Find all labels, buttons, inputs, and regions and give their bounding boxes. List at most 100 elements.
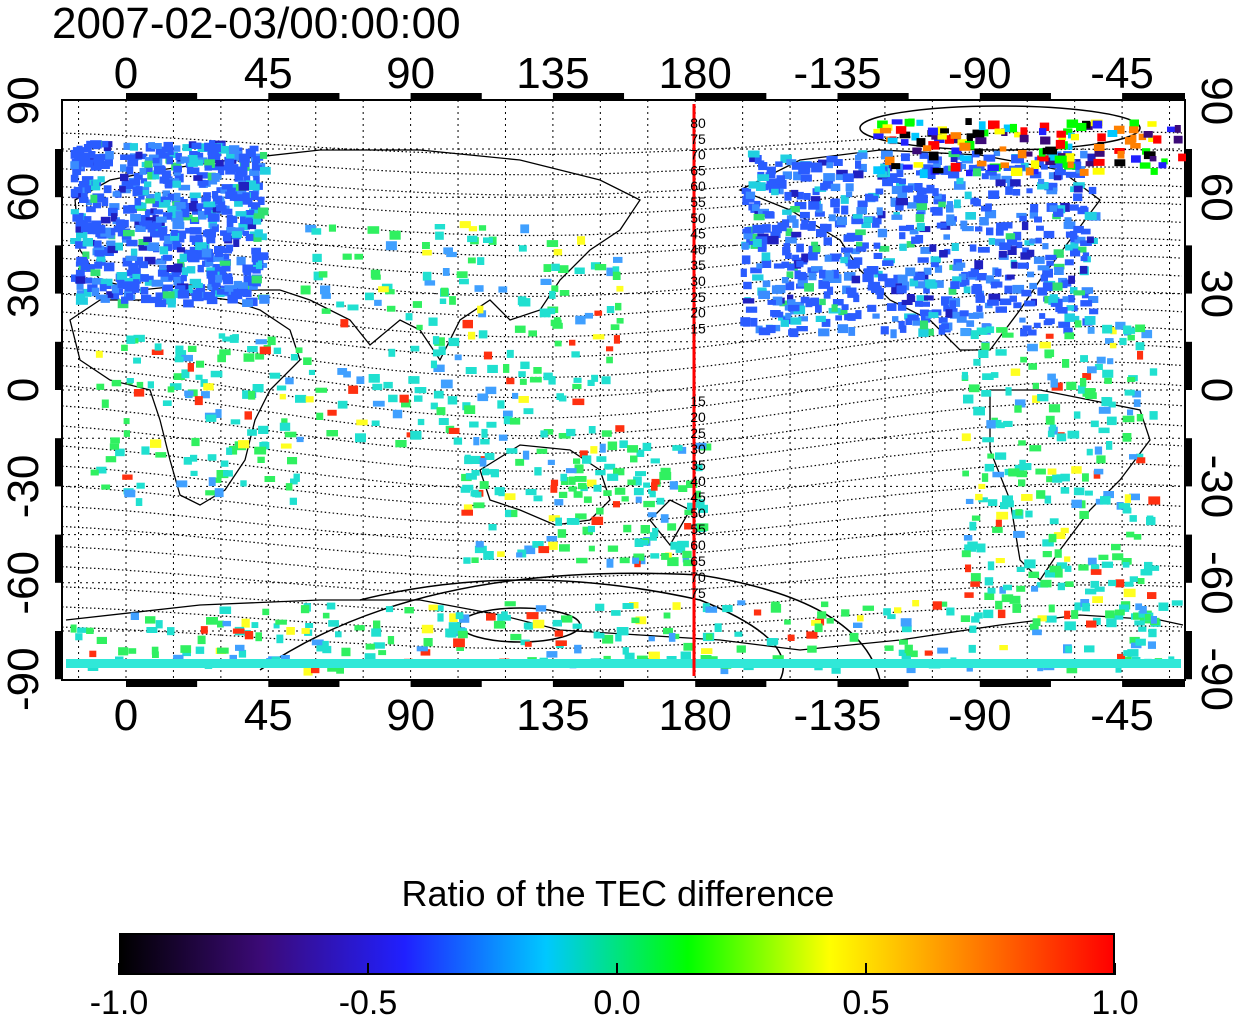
tec-cell — [72, 212, 84, 222]
tec-cell — [116, 272, 128, 280]
tec-cell — [211, 145, 219, 154]
tec-cell — [546, 536, 558, 542]
tec-cell — [796, 260, 804, 268]
tec-cell — [155, 292, 165, 299]
tec-cell — [103, 185, 112, 194]
tec-cell — [195, 242, 207, 250]
tec-cell — [1171, 600, 1183, 606]
tec-cell — [891, 119, 903, 125]
tec-cell — [989, 173, 1001, 180]
tec-cell — [952, 276, 962, 283]
tec-cell — [962, 470, 969, 477]
tec-cell — [1014, 405, 1022, 413]
tec-cell — [296, 436, 304, 443]
tec-cell — [516, 552, 523, 558]
tec-cell — [1054, 267, 1064, 275]
tec-cell — [262, 608, 270, 616]
tec-cell — [187, 253, 200, 263]
tec-cell — [91, 220, 102, 229]
tec-cell — [180, 156, 190, 163]
tec-cell — [767, 235, 779, 245]
tec-cell — [423, 638, 433, 647]
tec-cell — [1001, 594, 1014, 603]
tec-cell — [305, 224, 316, 233]
tec-cell — [311, 228, 322, 235]
tec-cell — [1080, 378, 1087, 387]
tec-cell — [1130, 143, 1141, 149]
contour-label: 15 — [690, 393, 706, 409]
tec-cell — [546, 240, 559, 247]
tec-cell — [1012, 189, 1021, 196]
tec-cell — [479, 481, 489, 489]
tec-cell — [574, 267, 585, 274]
tec-cell — [354, 625, 365, 631]
tec-cell — [811, 241, 819, 248]
tec-cell — [575, 315, 586, 325]
tec-cell — [1137, 350, 1144, 360]
tec-cell — [1092, 617, 1101, 625]
tec-cell — [454, 354, 462, 361]
tec-cell — [954, 199, 961, 209]
tec-cell — [526, 612, 539, 620]
tec-cell — [258, 252, 269, 261]
tec-cell — [1053, 249, 1064, 258]
tec-cell — [241, 618, 250, 628]
tec-cell — [1017, 149, 1027, 159]
tec-cell — [573, 377, 582, 383]
tec-cell — [229, 334, 239, 343]
tec-cell — [1058, 321, 1071, 328]
tec-cell — [591, 374, 599, 382]
tec-cell — [1073, 290, 1085, 296]
tec-cell — [243, 353, 255, 362]
tec-cell — [1042, 147, 1054, 155]
tec-cell — [847, 313, 856, 321]
tec-cell — [1080, 265, 1088, 274]
tec-cell — [79, 158, 91, 167]
tec-cell — [602, 634, 614, 644]
contour-label: 40 — [690, 473, 706, 489]
tec-cell — [1049, 518, 1059, 525]
tec-cell — [132, 273, 143, 282]
tec-cell — [746, 237, 755, 245]
tec-cell — [887, 157, 894, 163]
tec-cell — [175, 152, 182, 161]
tec-cell — [594, 264, 607, 271]
tec-cell — [572, 623, 582, 629]
tec-cell — [1009, 123, 1017, 133]
tec-cell — [1060, 527, 1069, 534]
tec-cell — [993, 150, 1001, 157]
tec-cell — [986, 227, 994, 236]
tec-cell — [84, 216, 92, 222]
tec-cell — [1079, 510, 1089, 519]
tec-cell — [440, 379, 453, 389]
tec-cell — [833, 159, 843, 166]
tec-cell — [558, 491, 568, 498]
tec-cell — [1080, 150, 1088, 159]
tec-cell — [1135, 603, 1142, 611]
tec-cell — [835, 315, 842, 321]
tec-cell — [159, 176, 170, 184]
tec-cell — [433, 390, 444, 399]
tec-cell — [428, 317, 438, 326]
tec-cell — [877, 228, 888, 238]
tec-cell — [242, 299, 253, 307]
tec-cell — [798, 316, 808, 322]
tec-cell — [240, 480, 247, 487]
tec-cell — [761, 259, 772, 268]
tec-cell — [1110, 327, 1117, 335]
tec-cell — [950, 132, 962, 139]
tec-cell — [1127, 409, 1134, 416]
tec-cell — [901, 655, 911, 662]
bottom-lon-label: 180 — [658, 691, 731, 740]
tec-cell — [796, 326, 808, 332]
tec-cell — [1090, 569, 1102, 575]
tec-cell — [1067, 430, 1080, 439]
tec-cell — [879, 127, 892, 134]
mag-pole-contour — [259, 572, 881, 681]
tec-cell — [124, 285, 136, 294]
tec-cell — [1094, 363, 1103, 370]
tec-cell — [745, 306, 758, 313]
tec-cell — [700, 655, 712, 662]
tec-cell — [123, 229, 135, 237]
tec-cell — [574, 644, 582, 654]
